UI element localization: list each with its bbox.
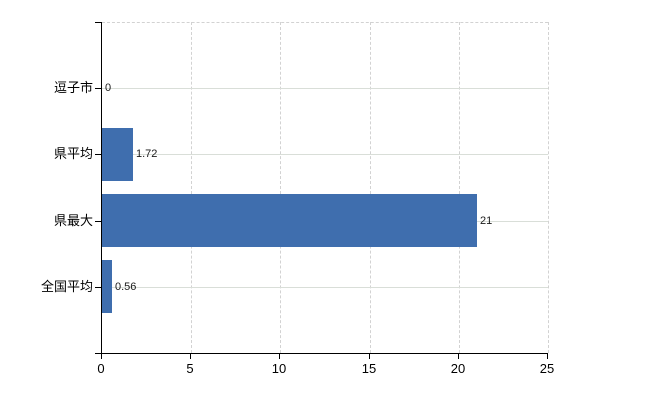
y-axis-tick xyxy=(95,154,101,155)
gridline-horizontal xyxy=(102,287,548,288)
x-tick-label: 25 xyxy=(539,361,555,376)
gridline-vertical xyxy=(280,22,282,353)
gridline-vertical xyxy=(458,22,460,353)
gridline-vertical xyxy=(548,22,549,353)
plot-top-border xyxy=(102,22,548,23)
x-tick-label: 20 xyxy=(450,361,466,376)
x-tick-label: 10 xyxy=(271,361,287,376)
y-axis-tick xyxy=(95,88,101,89)
y-axis-tick xyxy=(95,22,101,23)
bar-県平均 xyxy=(102,128,133,181)
x-axis-tick xyxy=(369,354,370,359)
x-axis-tick xyxy=(101,354,102,359)
gridline-vertical xyxy=(369,22,371,353)
category-label: 逗子市 xyxy=(53,80,93,95)
bar-県最大 xyxy=(102,194,477,247)
x-axis-tick xyxy=(279,354,280,359)
category-label: 全国平均 xyxy=(40,279,93,294)
bar-value-label: 21 xyxy=(480,215,493,227)
y-axis-tick xyxy=(95,221,101,222)
gridline-horizontal xyxy=(102,88,548,89)
category-label: 県平均 xyxy=(53,146,93,161)
x-axis-tick xyxy=(547,354,548,359)
gridline-vertical xyxy=(191,22,193,353)
bar-value-label: 0.56 xyxy=(115,281,137,293)
x-tick-label: 5 xyxy=(186,361,194,376)
y-axis-tick xyxy=(95,353,101,354)
x-tick-label: 15 xyxy=(361,361,377,376)
gridline-horizontal xyxy=(102,154,548,155)
x-axis-tick xyxy=(458,354,459,359)
category-label: 県最大 xyxy=(53,213,93,228)
y-axis-tick xyxy=(95,287,101,288)
bar-value-label: 1.72 xyxy=(136,148,158,160)
bar-全国平均 xyxy=(102,260,112,313)
plot-area: 0 1.72 21 0.56 xyxy=(101,22,549,354)
bar-value-label: 0 xyxy=(105,82,112,94)
x-axis-tick xyxy=(190,354,191,359)
x-tick-label: 0 xyxy=(97,361,105,376)
